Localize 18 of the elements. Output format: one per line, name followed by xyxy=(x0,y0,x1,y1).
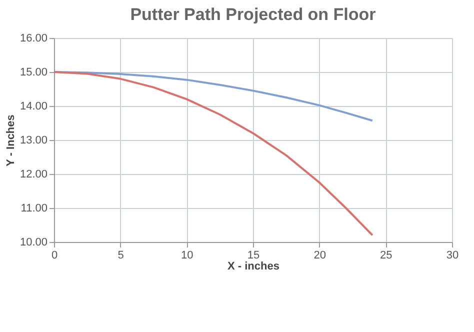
chart-title: Putter Path Projected on Floor xyxy=(130,5,376,24)
x-axis-title: X - inches xyxy=(228,260,280,272)
y-axis-title: Y - Inches xyxy=(4,114,17,166)
x-tick-label: 0 xyxy=(51,250,58,262)
x-tick-label: 5 xyxy=(118,250,124,262)
x-tick-label: 30 xyxy=(446,250,459,262)
y-tick-label: 16.00 xyxy=(20,32,48,44)
x-tick-label: 15 xyxy=(247,250,260,262)
y-tick-label: 11.00 xyxy=(20,202,48,214)
y-tick-label: 14.00 xyxy=(20,100,48,112)
y-tick-label: 12.00 xyxy=(20,168,48,180)
x-tick-label: 20 xyxy=(314,250,326,262)
x-tick-label: 25 xyxy=(380,250,392,262)
y-tick-label: 13.00 xyxy=(20,134,48,146)
line-series xyxy=(53,71,374,236)
y-tick-label: 10.00 xyxy=(20,236,48,248)
y-tick-label: 15.00 xyxy=(20,66,48,78)
x-tick-label: 10 xyxy=(181,250,194,262)
